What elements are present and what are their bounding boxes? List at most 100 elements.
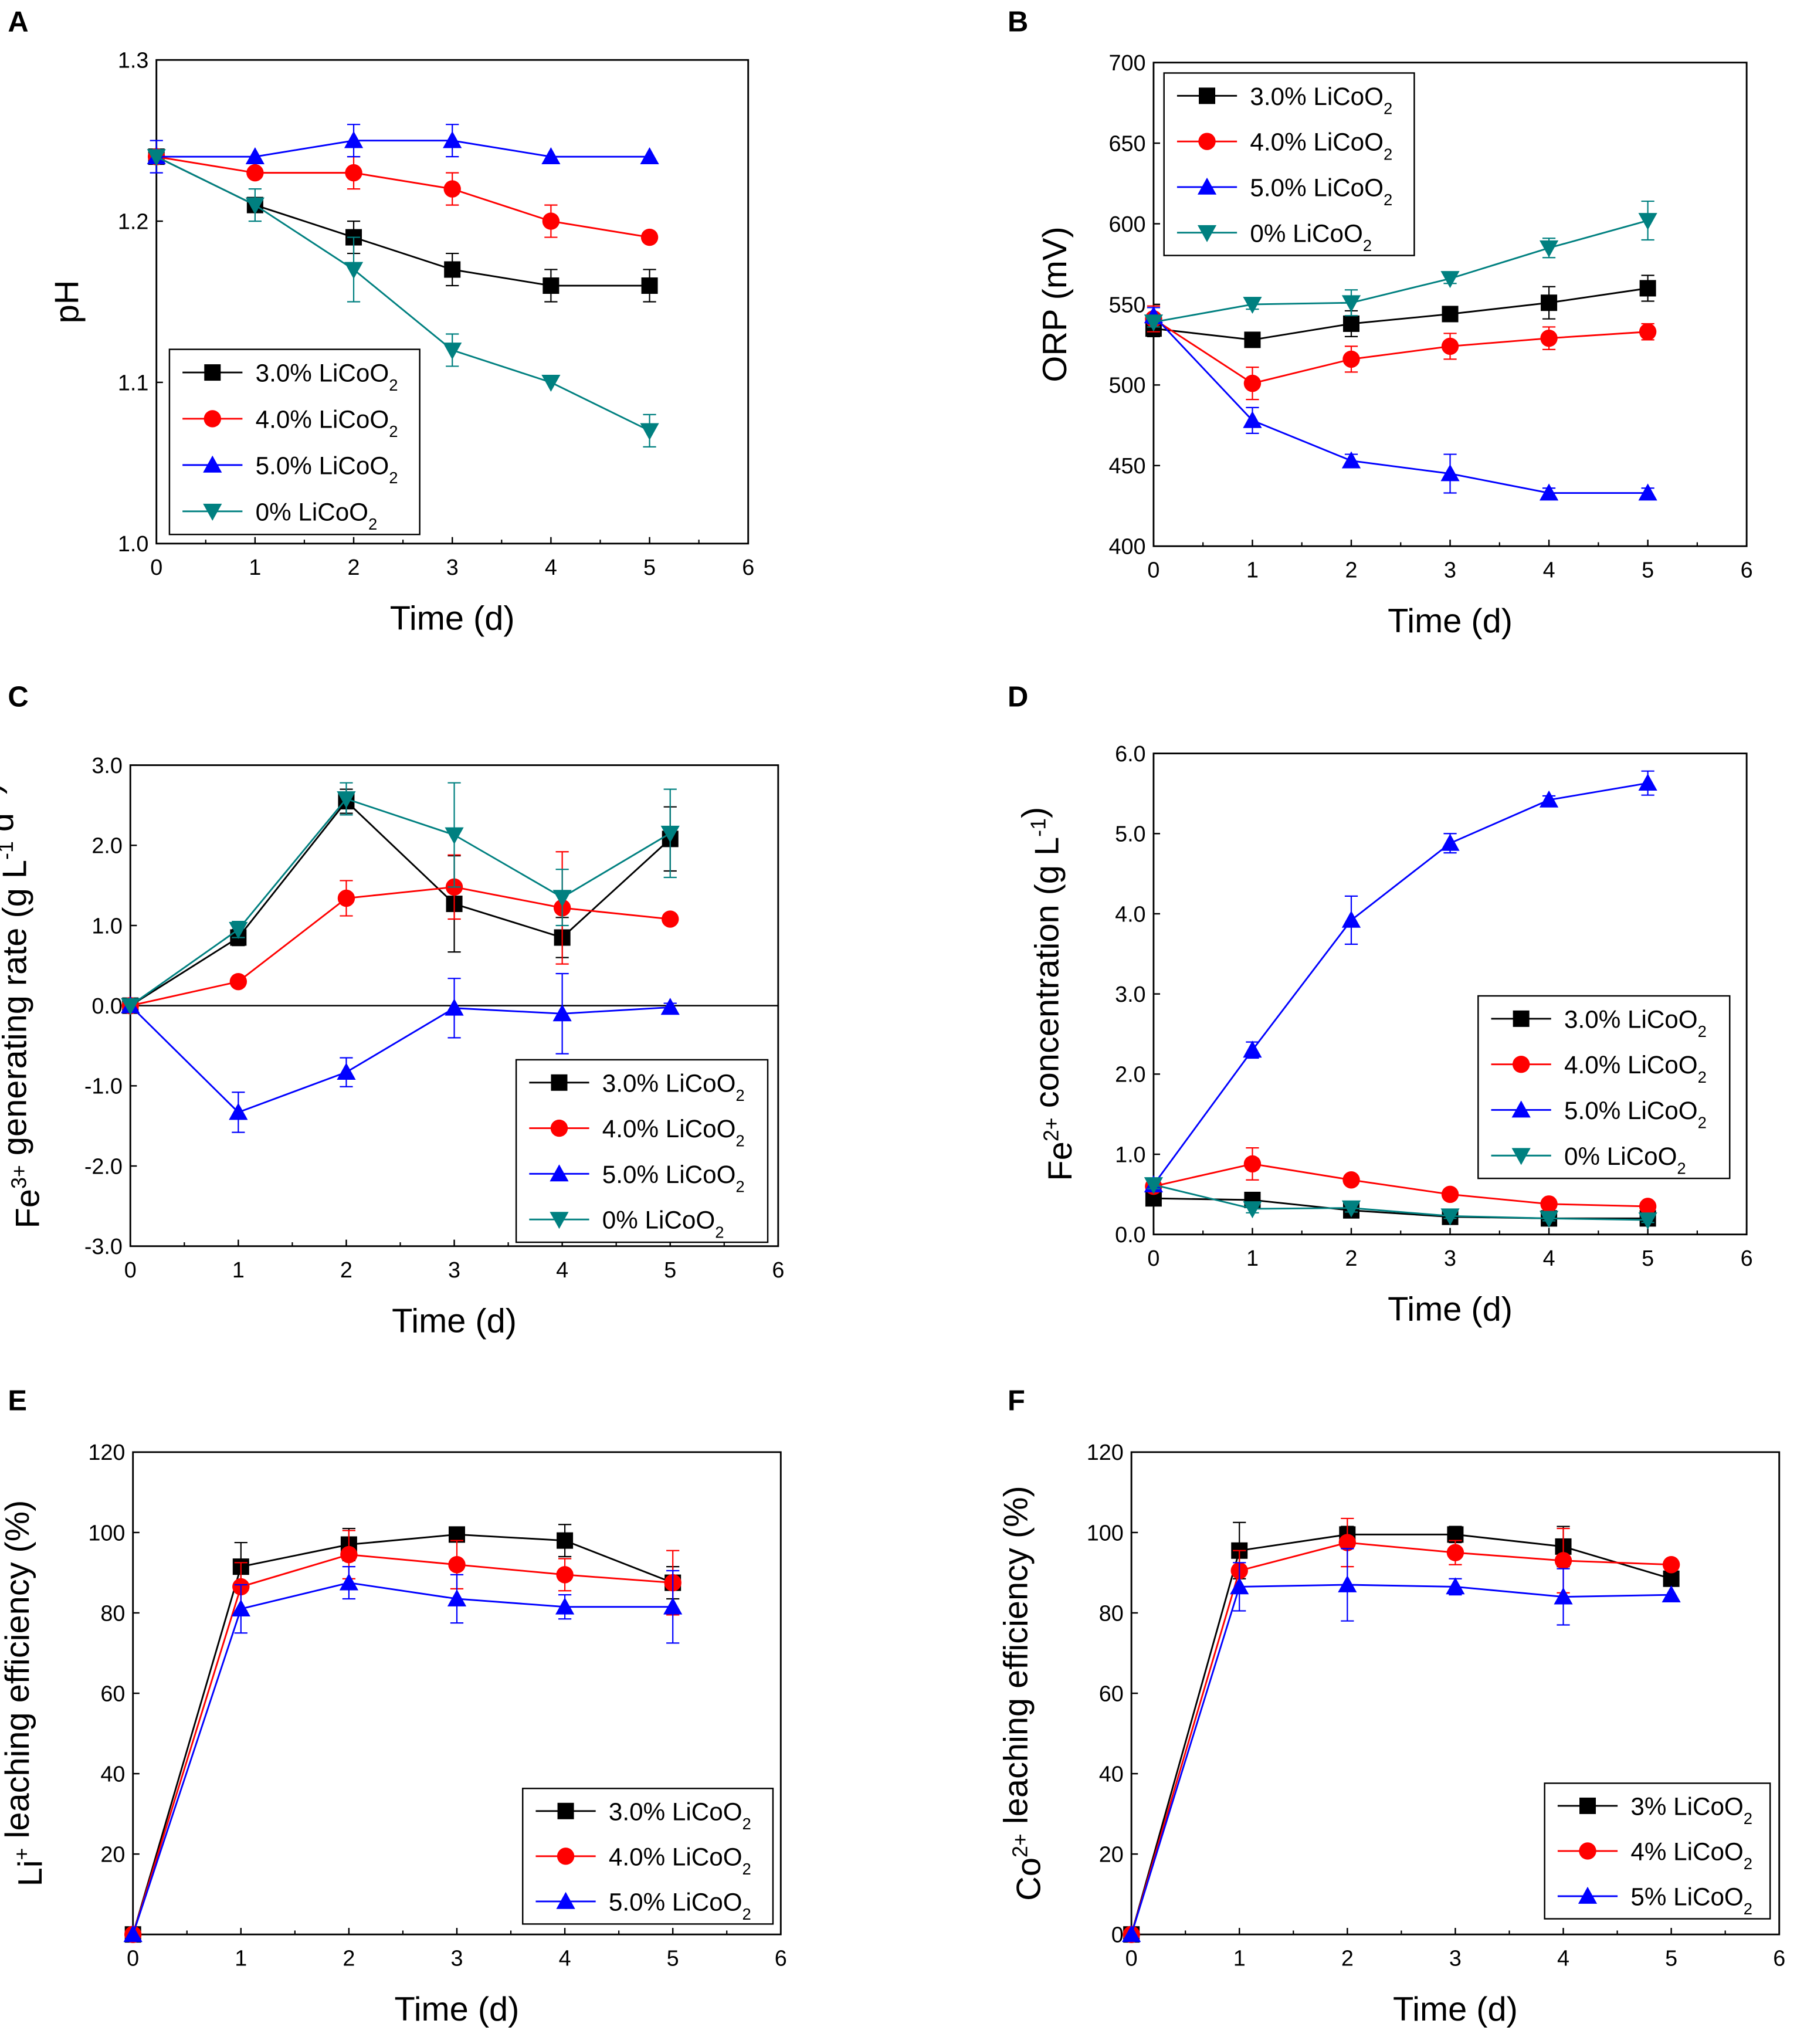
legend-marker <box>550 1119 568 1137</box>
data-point <box>246 164 264 182</box>
data-point <box>543 277 560 294</box>
data-point <box>1440 833 1460 851</box>
series-1 <box>1145 305 1657 401</box>
x-tick-label: 3 <box>1449 1947 1462 1971</box>
data-point <box>340 1545 358 1564</box>
legend-marker <box>1197 225 1217 242</box>
data-point <box>443 131 462 148</box>
data-point <box>662 910 679 928</box>
y-tick-label: 20 <box>1099 1842 1124 1867</box>
legend: 3% LiCoO2 4% LiCoO2 5% LiCoO2 <box>1544 1782 1771 1920</box>
x-tick-label: 3 <box>448 1258 460 1283</box>
x-tick-label: 3 <box>1444 1246 1456 1271</box>
y-tick-label: 1.0 <box>1115 1143 1146 1167</box>
data-point <box>542 212 560 230</box>
x-tick-label: 3 <box>450 1947 463 1971</box>
x-axis-label: Time (d) <box>390 599 515 637</box>
legend: 3.0% LiCoO2 4.0% LiCoO2 5.0% LiCoO2 <box>522 1788 774 1925</box>
y-tick-label: 80 <box>1099 1601 1124 1626</box>
y-axis-label: pH <box>48 280 86 324</box>
y-tick-label: 6.0 <box>1115 742 1146 767</box>
x-tick-label: 5 <box>643 555 656 580</box>
x-tick-label: 6 <box>1741 558 1753 583</box>
legend-label: 4.0% LiCoO2 <box>256 406 398 441</box>
series-2 <box>147 124 659 174</box>
y-tick-label: 1.0 <box>118 532 149 557</box>
series-line <box>156 155 650 432</box>
x-tick-label: 0 <box>1147 1246 1159 1271</box>
legend-marker <box>1579 1842 1596 1860</box>
data-point <box>1342 1171 1360 1189</box>
x-tick-label: 1 <box>1233 1947 1246 1971</box>
y-axis-label: Fe3+ generating rate (g L-1 d-1) <box>0 783 47 1229</box>
series-line <box>1153 1162 1648 1208</box>
y-tick-label: 1.3 <box>118 49 149 73</box>
y-tick-label: 40 <box>1099 1762 1124 1787</box>
legend-marker <box>551 1074 568 1091</box>
data-point <box>337 889 355 907</box>
x-tick-label: 5 <box>1642 1246 1654 1271</box>
legend-marker <box>1511 1148 1531 1165</box>
data-point <box>1539 1211 1559 1228</box>
y-tick-label: 3.0 <box>91 754 123 778</box>
legend-label: 0% LiCoO2 <box>1564 1143 1686 1178</box>
data-point <box>1540 329 1558 347</box>
data-point <box>1122 1925 1141 1943</box>
data-point <box>444 261 461 278</box>
data-point <box>245 197 265 215</box>
x-tick-label: 0 <box>124 1258 137 1283</box>
series-line <box>1130 1584 1671 1935</box>
data-point <box>443 180 461 198</box>
data-point <box>555 1597 575 1615</box>
data-point <box>1638 1212 1657 1230</box>
x-tick-label: 6 <box>742 555 754 580</box>
legend-label: 4.0% LiCoO2 <box>602 1115 745 1150</box>
series-line <box>130 886 670 1007</box>
series-line <box>130 798 671 1006</box>
y-tick-label: 60 <box>100 1682 125 1706</box>
data-point <box>1540 1195 1558 1213</box>
x-axis-label: Time (d) <box>1388 1290 1513 1328</box>
data-point <box>1144 1177 1164 1195</box>
x-tick-label: 1 <box>249 555 261 580</box>
x-tick-label: 1 <box>235 1947 247 1971</box>
data-point <box>1441 1185 1459 1204</box>
x-tick-label: 6 <box>772 1258 784 1283</box>
legend-marker <box>1198 133 1216 150</box>
y-tick-label: 550 <box>1109 293 1146 317</box>
legend-label: 5.0% LiCoO2 <box>609 1888 751 1923</box>
series-line <box>1130 1533 1672 1935</box>
data-point <box>552 890 572 907</box>
x-tick-label: 1 <box>1246 558 1259 583</box>
data-point <box>229 921 248 939</box>
data-point <box>1638 483 1657 501</box>
legend-marker <box>1579 1797 1596 1814</box>
data-point <box>1639 1198 1657 1215</box>
series-2 <box>1122 1548 1681 1943</box>
legend-label: 3.0% LiCoO2 <box>1564 1005 1707 1040</box>
data-point <box>448 1556 466 1574</box>
series-line <box>156 155 650 238</box>
panel-c: C 0 1 2 3 4 5 6 -3.0 -2.0 -1.0 0.0 1.0 2.0 3.0 Time (d)… <box>0 682 784 1340</box>
x-tick-label: 0 <box>127 1947 139 1971</box>
x-tick-label: 4 <box>1557 1947 1569 1971</box>
x-tick-label: 4 <box>1543 558 1555 583</box>
legend-marker <box>1511 1100 1531 1118</box>
y-tick-label: 2.0 <box>1115 1063 1146 1087</box>
data-point <box>640 228 659 246</box>
legend-label: 0% LiCoO2 <box>256 498 378 533</box>
data-point <box>345 164 362 182</box>
data-point <box>1338 1575 1357 1592</box>
x-tick-label: 1 <box>1246 1246 1259 1271</box>
data-point <box>344 262 364 279</box>
x-tick-label: 4 <box>545 555 557 580</box>
data-point <box>147 149 166 167</box>
series-2 <box>1144 770 1657 1192</box>
data-point <box>1144 314 1164 332</box>
panel-letter: F <box>1008 1385 1025 1417</box>
data-point <box>229 1103 248 1120</box>
data-point <box>1341 910 1361 928</box>
data-point <box>1638 213 1657 230</box>
panel-a: A 0 1 2 3 4 5 6 1.0 1.1 1.2 1.3 Time (d) pH 3.0% LiCoO… <box>8 6 754 637</box>
